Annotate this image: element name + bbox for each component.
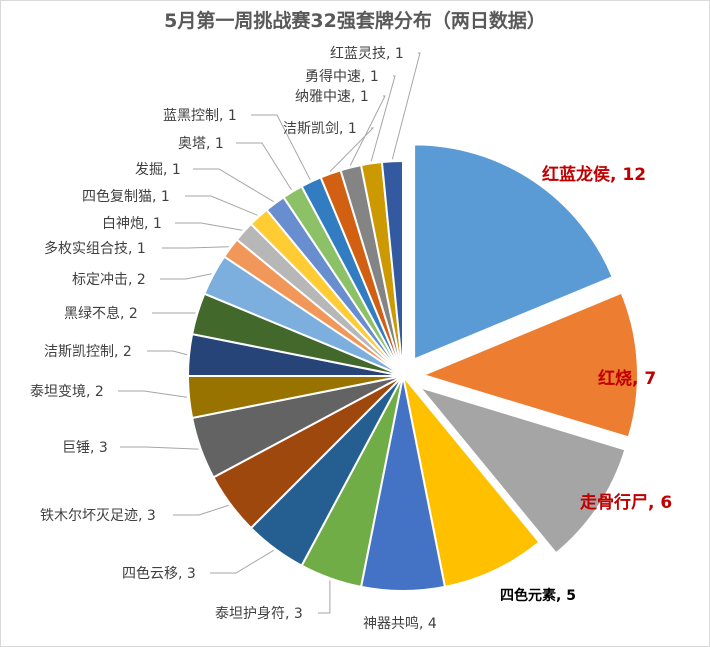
leader-line-8: [120, 446, 199, 450]
data-label-15: 四色复制猫, 1: [82, 188, 170, 205]
data-label-21: 勇得中速, 1: [305, 68, 379, 85]
leader-line-9: [118, 390, 188, 398]
data-label-18: 蓝黑控制, 1: [163, 108, 237, 124]
leader-line-6: [210, 549, 274, 574]
data-label-2: 走骨行尸, 6: [580, 492, 672, 513]
data-label-3: 四色元素, 5: [500, 587, 576, 604]
leader-line-13: [162, 246, 229, 249]
leader-line-19: [329, 127, 375, 173]
data-label-14: 白神炮, 1: [102, 216, 162, 232]
data-label-22: 红蓝灵技, 1: [330, 46, 404, 62]
leader-line-15: [185, 195, 258, 216]
pie-slice-0: [413, 143, 615, 361]
leader-line-22: [391, 52, 421, 160]
pie-slice-22: [380, 159, 404, 377]
data-label-13: 多枚实组合技, 1: [44, 240, 146, 257]
data-label-7: 铁木尔坏灭足迹, 3: [40, 508, 156, 524]
leader-line-5: [318, 580, 331, 614]
data-label-6: 四色云移, 3: [122, 565, 196, 582]
data-label-17: 奥塔, 1: [178, 135, 224, 152]
leader-line-17: [236, 142, 292, 191]
data-label-16: 发掘, 1: [135, 162, 181, 178]
leader-line-7: [173, 504, 229, 516]
leader-line-20: [349, 95, 386, 166]
data-label-9: 泰坦变境, 2: [30, 384, 104, 400]
data-label-4: 神器共鸣, 4: [363, 615, 437, 632]
data-label-10: 洁斯凯控制, 2: [44, 344, 132, 360]
data-label-0: 红蓝龙侯, 12: [542, 164, 646, 185]
data-label-12: 标定冲击, 2: [72, 272, 146, 288]
data-label-20: 纳雅中速, 1: [295, 89, 369, 105]
leader-line-16: [193, 168, 274, 203]
data-label-1: 红烧, 7: [598, 368, 656, 389]
data-label-8: 巨锤, 3: [62, 440, 108, 456]
pie-slice-3: [402, 375, 541, 589]
pie-slice-2: [416, 385, 627, 555]
pie-slice-1: [420, 291, 639, 439]
data-label-19: 洁斯凯剑, 1: [283, 121, 357, 137]
leader-line-14: [175, 222, 243, 231]
data-label-5: 泰坦护身符, 3: [215, 606, 303, 622]
leader-line-10: [147, 350, 188, 356]
leader-line-21: [370, 75, 396, 162]
data-label-11: 黑绿不息, 2: [64, 305, 138, 322]
leader-line-12: [160, 273, 212, 280]
leader-line-18: [251, 114, 311, 181]
chart-title: 5月第一周挑战赛32强套牌分布（两日数据）: [164, 10, 546, 32]
